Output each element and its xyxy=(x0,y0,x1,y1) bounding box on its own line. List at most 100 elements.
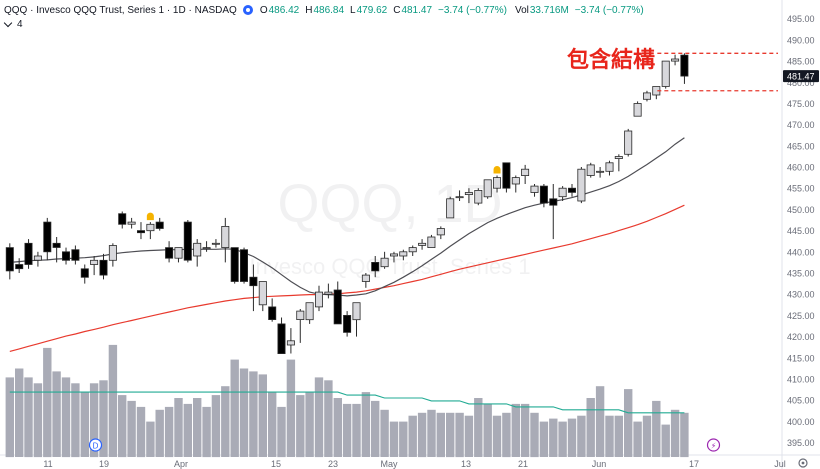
candle-body xyxy=(427,236,436,249)
candle-body xyxy=(605,162,614,172)
candle-body xyxy=(24,242,33,265)
volume-bar xyxy=(108,344,118,457)
price-axis-label: 405.00 xyxy=(787,396,815,406)
volume-bar xyxy=(71,383,80,458)
candle-body xyxy=(136,230,145,234)
time-axis-label: Apr xyxy=(174,459,188,469)
candle-body xyxy=(586,164,595,176)
volume-bar xyxy=(43,347,52,458)
candle-body xyxy=(558,187,567,198)
indicators-count: 4 xyxy=(17,19,23,30)
candle-body xyxy=(521,168,530,176)
dividend-marker-label: D xyxy=(93,442,99,451)
volume-bar xyxy=(652,400,661,457)
volume-bar xyxy=(530,412,539,458)
earnings-marker-label: ⚡ xyxy=(711,442,717,451)
candle-body xyxy=(511,177,520,185)
volume-label: Vol xyxy=(514,4,529,16)
candle-body xyxy=(539,185,548,204)
candle-body xyxy=(52,242,61,248)
close-value: 481.47 xyxy=(401,4,433,16)
volume-bar xyxy=(155,409,164,457)
indicators-toggle[interactable]: 4 xyxy=(3,18,23,30)
candle-body xyxy=(118,213,127,225)
candle-body xyxy=(399,251,408,257)
candle-body xyxy=(202,247,211,250)
volume-bar xyxy=(417,412,427,458)
last-price-label: 481.47 xyxy=(787,72,815,82)
volume-bar xyxy=(221,386,230,457)
settings-gear-icon[interactable] xyxy=(798,458,808,468)
volume-bar xyxy=(127,400,136,457)
candle-body xyxy=(549,198,558,206)
volume-bar xyxy=(408,415,417,457)
volume-bar xyxy=(239,368,249,457)
volume-bar xyxy=(61,377,71,458)
time-axis-label: May xyxy=(380,459,398,469)
candle-body xyxy=(577,168,586,202)
volume-bar xyxy=(670,409,680,457)
candle-body xyxy=(90,259,99,265)
candle-body xyxy=(183,221,192,261)
volume-bar xyxy=(5,377,14,458)
volume-bar xyxy=(277,406,286,458)
volume-bar xyxy=(193,398,202,457)
candle-body xyxy=(249,276,258,287)
volume-bar xyxy=(455,412,464,458)
candle-body xyxy=(305,302,314,321)
candle-body xyxy=(155,221,164,229)
volume-bar xyxy=(146,421,155,457)
volume-bar xyxy=(89,383,99,458)
price-axis-label: 455.00 xyxy=(787,184,815,194)
low-label: L xyxy=(350,4,356,16)
volume-bar xyxy=(268,392,277,457)
volume-bar xyxy=(680,412,689,458)
open-value: 486.42 xyxy=(268,4,300,16)
alert-marker-icon xyxy=(146,212,154,221)
volume-bar xyxy=(342,403,352,457)
candle-body xyxy=(5,247,14,272)
candle-body xyxy=(492,177,501,189)
volume-bar xyxy=(427,409,436,457)
time-axis-label: Jul xyxy=(774,459,786,469)
volume-bar xyxy=(249,371,258,457)
candle-body xyxy=(43,221,52,253)
high-value: 486.84 xyxy=(313,4,345,16)
candle-body xyxy=(596,170,605,173)
volume-bar xyxy=(464,415,474,457)
volume-bar xyxy=(324,380,333,457)
volume-bar xyxy=(624,389,633,457)
candle-body xyxy=(361,274,370,282)
ma-long-line xyxy=(9,204,685,352)
candle-body xyxy=(146,223,155,232)
watermark-symbol: QQQ, 1D xyxy=(277,174,502,234)
candle-body xyxy=(352,302,361,321)
volume-bar xyxy=(567,418,577,457)
symbol-title[interactable]: QQQ · Invesco QQQ Trust, Series 1 · 1D ·… xyxy=(4,4,237,16)
volume-bar xyxy=(202,406,211,458)
volume-bar xyxy=(642,415,652,457)
price-axis-label: 485.00 xyxy=(787,57,815,67)
price-axis-label: 445.00 xyxy=(787,226,815,236)
price-axis-label: 435.00 xyxy=(787,269,815,279)
price-axis-label: 415.00 xyxy=(787,353,815,363)
volume-bar xyxy=(586,398,595,457)
volume-ma-line xyxy=(9,391,685,414)
candle-body xyxy=(436,228,445,236)
candle-body xyxy=(464,192,473,195)
price-axis-label: 465.00 xyxy=(787,141,815,151)
volume-bar xyxy=(549,418,558,457)
candle-body xyxy=(380,257,389,268)
volume-bar xyxy=(33,383,43,458)
candle-body xyxy=(643,92,652,100)
candle-body xyxy=(239,249,248,282)
volume-bar xyxy=(511,403,520,457)
volume-bar xyxy=(164,406,174,458)
candle-body xyxy=(71,249,80,261)
annotation-text: 包含結構 xyxy=(567,47,655,73)
candle-body xyxy=(221,225,230,248)
price-axis-label: 480.00 xyxy=(787,78,815,88)
time-axis-label: 11 xyxy=(43,459,52,469)
candle-body xyxy=(62,251,71,261)
